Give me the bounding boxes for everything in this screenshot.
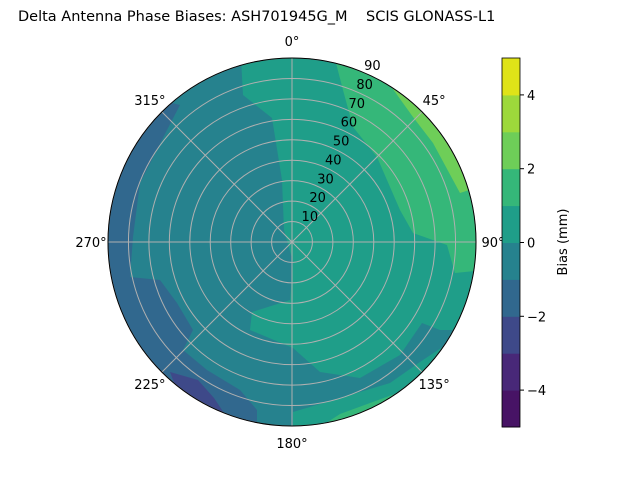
radial-tick-label: 90 — [364, 59, 381, 74]
angular-gridline — [161, 241, 293, 373]
radial-tick-label: 40 — [325, 153, 342, 168]
angle-tick-label: 135° — [418, 378, 449, 393]
colorbar-tick-label: 4 — [527, 89, 535, 104]
angle-tick-label: 180° — [276, 437, 307, 452]
colorbar-segment — [502, 316, 520, 354]
colorbar-tick-label: −4 — [527, 384, 546, 399]
colorbar-segment — [502, 94, 520, 133]
radial-tick-label: 30 — [317, 172, 334, 187]
colorbar-segment — [502, 168, 520, 207]
chart-title: Delta Antenna Phase Biases: ASH701945G_M… — [18, 9, 496, 25]
angle-tick-label: 0° — [285, 35, 300, 50]
angle-tick-label: 90° — [481, 236, 504, 251]
angular-gridline — [161, 111, 293, 243]
angle-tick-label: 45° — [423, 94, 446, 109]
angular-gridline — [291, 111, 423, 243]
colorbar-segment — [502, 390, 520, 428]
colorbar-tick-label: 2 — [527, 163, 535, 178]
colorbar-segment — [502, 131, 520, 170]
angle-tick-label: 225° — [134, 378, 165, 393]
colorbar-label: Bias (mm) — [556, 209, 571, 276]
radial-tick-label: 10 — [302, 210, 319, 225]
colorbar-tick-label: −2 — [527, 310, 546, 325]
radial-tick-label: 70 — [348, 97, 365, 112]
colorbar-segment — [502, 242, 520, 280]
radial-tick-label: 60 — [341, 116, 358, 131]
colorbar-segment — [502, 353, 520, 391]
angle-tick-label: 315° — [134, 94, 165, 109]
colorbar-segment — [502, 279, 520, 317]
radial-tick-label: 50 — [333, 135, 350, 150]
radial-tick-label: 80 — [356, 78, 373, 93]
angular-gridline — [291, 241, 423, 373]
colorbar-segment — [502, 58, 520, 96]
colorbar-segment — [502, 205, 520, 243]
angle-tick-label: 270° — [75, 236, 106, 251]
polar-frame — [107, 57, 477, 427]
radial-tick-label: 20 — [309, 191, 326, 206]
colorbar-tick-label: 0 — [527, 237, 535, 252]
